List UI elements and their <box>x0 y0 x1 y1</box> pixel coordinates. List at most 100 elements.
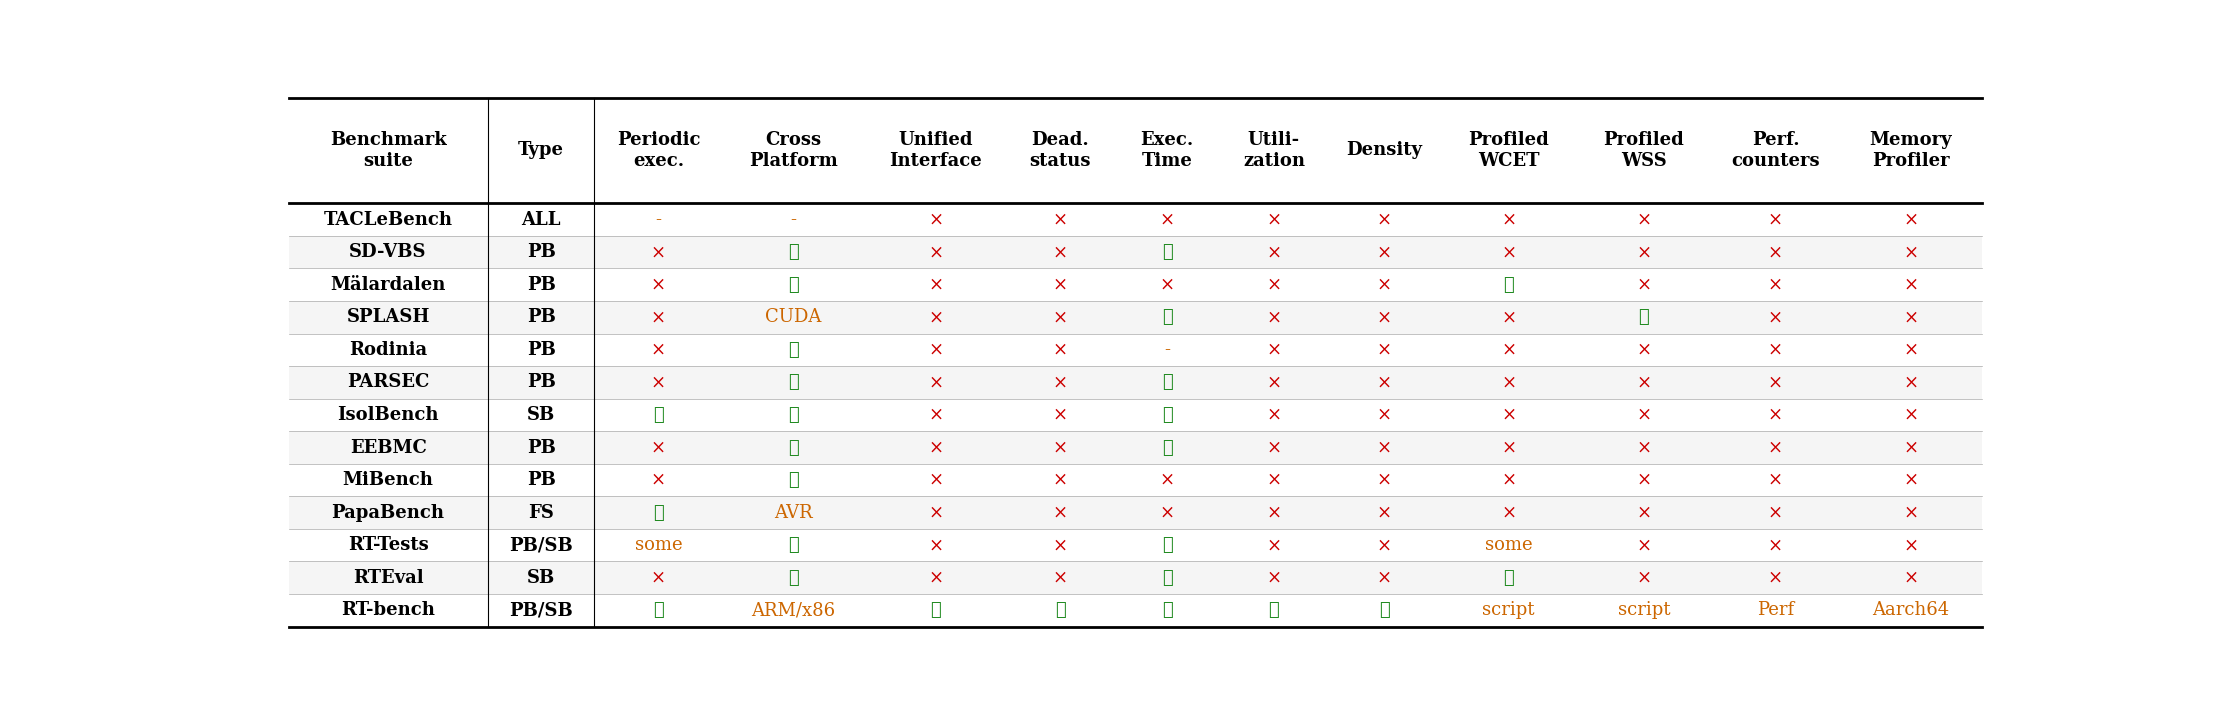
Text: ×: × <box>651 439 667 457</box>
Text: ×: × <box>928 471 944 489</box>
Text: RT-Tests: RT-Tests <box>348 536 427 554</box>
Text: PB: PB <box>527 243 556 261</box>
Bar <box>288 496 1982 529</box>
Text: ✓: ✓ <box>1054 602 1065 619</box>
Text: ×: × <box>1768 243 1783 261</box>
Text: ×: × <box>1768 439 1783 457</box>
Text: ×: × <box>928 439 944 457</box>
Text: Perf.
counters: Perf. counters <box>1732 131 1821 170</box>
Text: ×: × <box>1378 569 1391 587</box>
Text: ×: × <box>1052 406 1068 424</box>
Text: Utili-
zation: Utili- zation <box>1243 131 1305 170</box>
Text: ×: × <box>1768 503 1783 522</box>
Bar <box>288 561 1982 594</box>
Text: ×: × <box>1637 406 1652 424</box>
Text: ×: × <box>651 341 667 359</box>
Bar <box>288 464 1982 496</box>
Text: AVR: AVR <box>775 503 813 522</box>
Text: ✓: ✓ <box>653 602 664 619</box>
Text: ✓: ✓ <box>1504 276 1515 294</box>
Text: ✓: ✓ <box>789 276 800 294</box>
Text: ×: × <box>651 374 667 391</box>
Text: ×: × <box>1267 536 1282 554</box>
Text: ×: × <box>1378 374 1391 391</box>
Text: ×: × <box>1768 308 1783 326</box>
Text: ✓: ✓ <box>789 374 800 391</box>
Text: ×: × <box>1052 471 1068 489</box>
Text: ×: × <box>928 503 944 522</box>
Text: IsolBench: IsolBench <box>337 406 439 424</box>
Text: ALL: ALL <box>521 211 560 229</box>
Text: ×: × <box>1267 406 1282 424</box>
Text: Profiled
WSS: Profiled WSS <box>1604 131 1683 170</box>
Text: ×: × <box>928 406 944 424</box>
Text: PARSEC: PARSEC <box>348 374 430 391</box>
Text: ×: × <box>1903 536 1918 554</box>
Bar <box>288 529 1982 561</box>
Text: -: - <box>791 211 797 229</box>
Bar <box>288 399 1982 431</box>
Text: Dead.
status: Dead. status <box>1030 131 1092 170</box>
Text: CUDA: CUDA <box>766 308 822 326</box>
Text: ×: × <box>928 374 944 391</box>
Text: ×: × <box>1502 439 1517 457</box>
Text: ✓: ✓ <box>1163 536 1172 554</box>
Text: ×: × <box>651 308 667 326</box>
Text: ✓: ✓ <box>789 471 800 489</box>
Text: Benchmark
suite: Benchmark suite <box>330 131 447 170</box>
Text: ×: × <box>651 276 667 294</box>
Text: ×: × <box>1378 439 1391 457</box>
Text: ×: × <box>1378 211 1391 229</box>
Text: ×: × <box>1903 211 1918 229</box>
Text: ×: × <box>1768 536 1783 554</box>
Text: ×: × <box>1502 471 1517 489</box>
Text: ×: × <box>1637 243 1652 261</box>
Text: ×: × <box>1768 471 1783 489</box>
Bar <box>288 366 1982 399</box>
Text: ×: × <box>1267 374 1282 391</box>
Text: ×: × <box>1768 374 1783 391</box>
Text: PapaBench: PapaBench <box>332 503 445 522</box>
Text: ×: × <box>1052 503 1068 522</box>
Text: Cross
Platform: Cross Platform <box>749 131 837 170</box>
Text: Exec.
Time: Exec. Time <box>1141 131 1194 170</box>
Text: ×: × <box>1768 406 1783 424</box>
Text: ×: × <box>1052 276 1068 294</box>
Text: ×: × <box>1267 308 1282 326</box>
Text: -: - <box>656 211 662 229</box>
Text: ×: × <box>1903 341 1918 359</box>
Text: SB: SB <box>527 569 556 587</box>
Text: ×: × <box>1161 276 1174 294</box>
Text: Mälardalen: Mälardalen <box>330 276 445 294</box>
Text: ×: × <box>1768 569 1783 587</box>
Text: PB: PB <box>527 341 556 359</box>
Text: ×: × <box>1502 374 1517 391</box>
Text: ×: × <box>1267 503 1282 522</box>
Text: ×: × <box>1903 471 1918 489</box>
Text: ✓: ✓ <box>789 439 800 457</box>
Text: ✓: ✓ <box>1163 569 1172 587</box>
Text: PB: PB <box>527 308 556 326</box>
Text: ×: × <box>1637 471 1652 489</box>
Text: PB/SB: PB/SB <box>509 536 574 554</box>
Text: ✓: ✓ <box>1163 243 1172 261</box>
Text: ×: × <box>1768 341 1783 359</box>
Bar <box>288 98 1982 204</box>
Text: ×: × <box>1502 406 1517 424</box>
Text: ✓: ✓ <box>1163 602 1172 619</box>
Text: ×: × <box>1502 211 1517 229</box>
Text: Density: Density <box>1347 141 1422 159</box>
Text: ×: × <box>1903 276 1918 294</box>
Text: MiBench: MiBench <box>343 471 434 489</box>
Text: SPLASH: SPLASH <box>346 308 430 326</box>
Text: ×: × <box>1378 406 1391 424</box>
Text: -: - <box>1165 341 1170 359</box>
Text: Profiled
WCET: Profiled WCET <box>1469 131 1548 170</box>
Text: ✓: ✓ <box>1163 308 1172 326</box>
Text: RT-bench: RT-bench <box>341 602 434 619</box>
Text: ×: × <box>1768 211 1783 229</box>
Text: EEBMC: EEBMC <box>350 439 427 457</box>
Text: ×: × <box>1378 341 1391 359</box>
Text: ×: × <box>1052 341 1068 359</box>
Text: ×: × <box>651 471 667 489</box>
